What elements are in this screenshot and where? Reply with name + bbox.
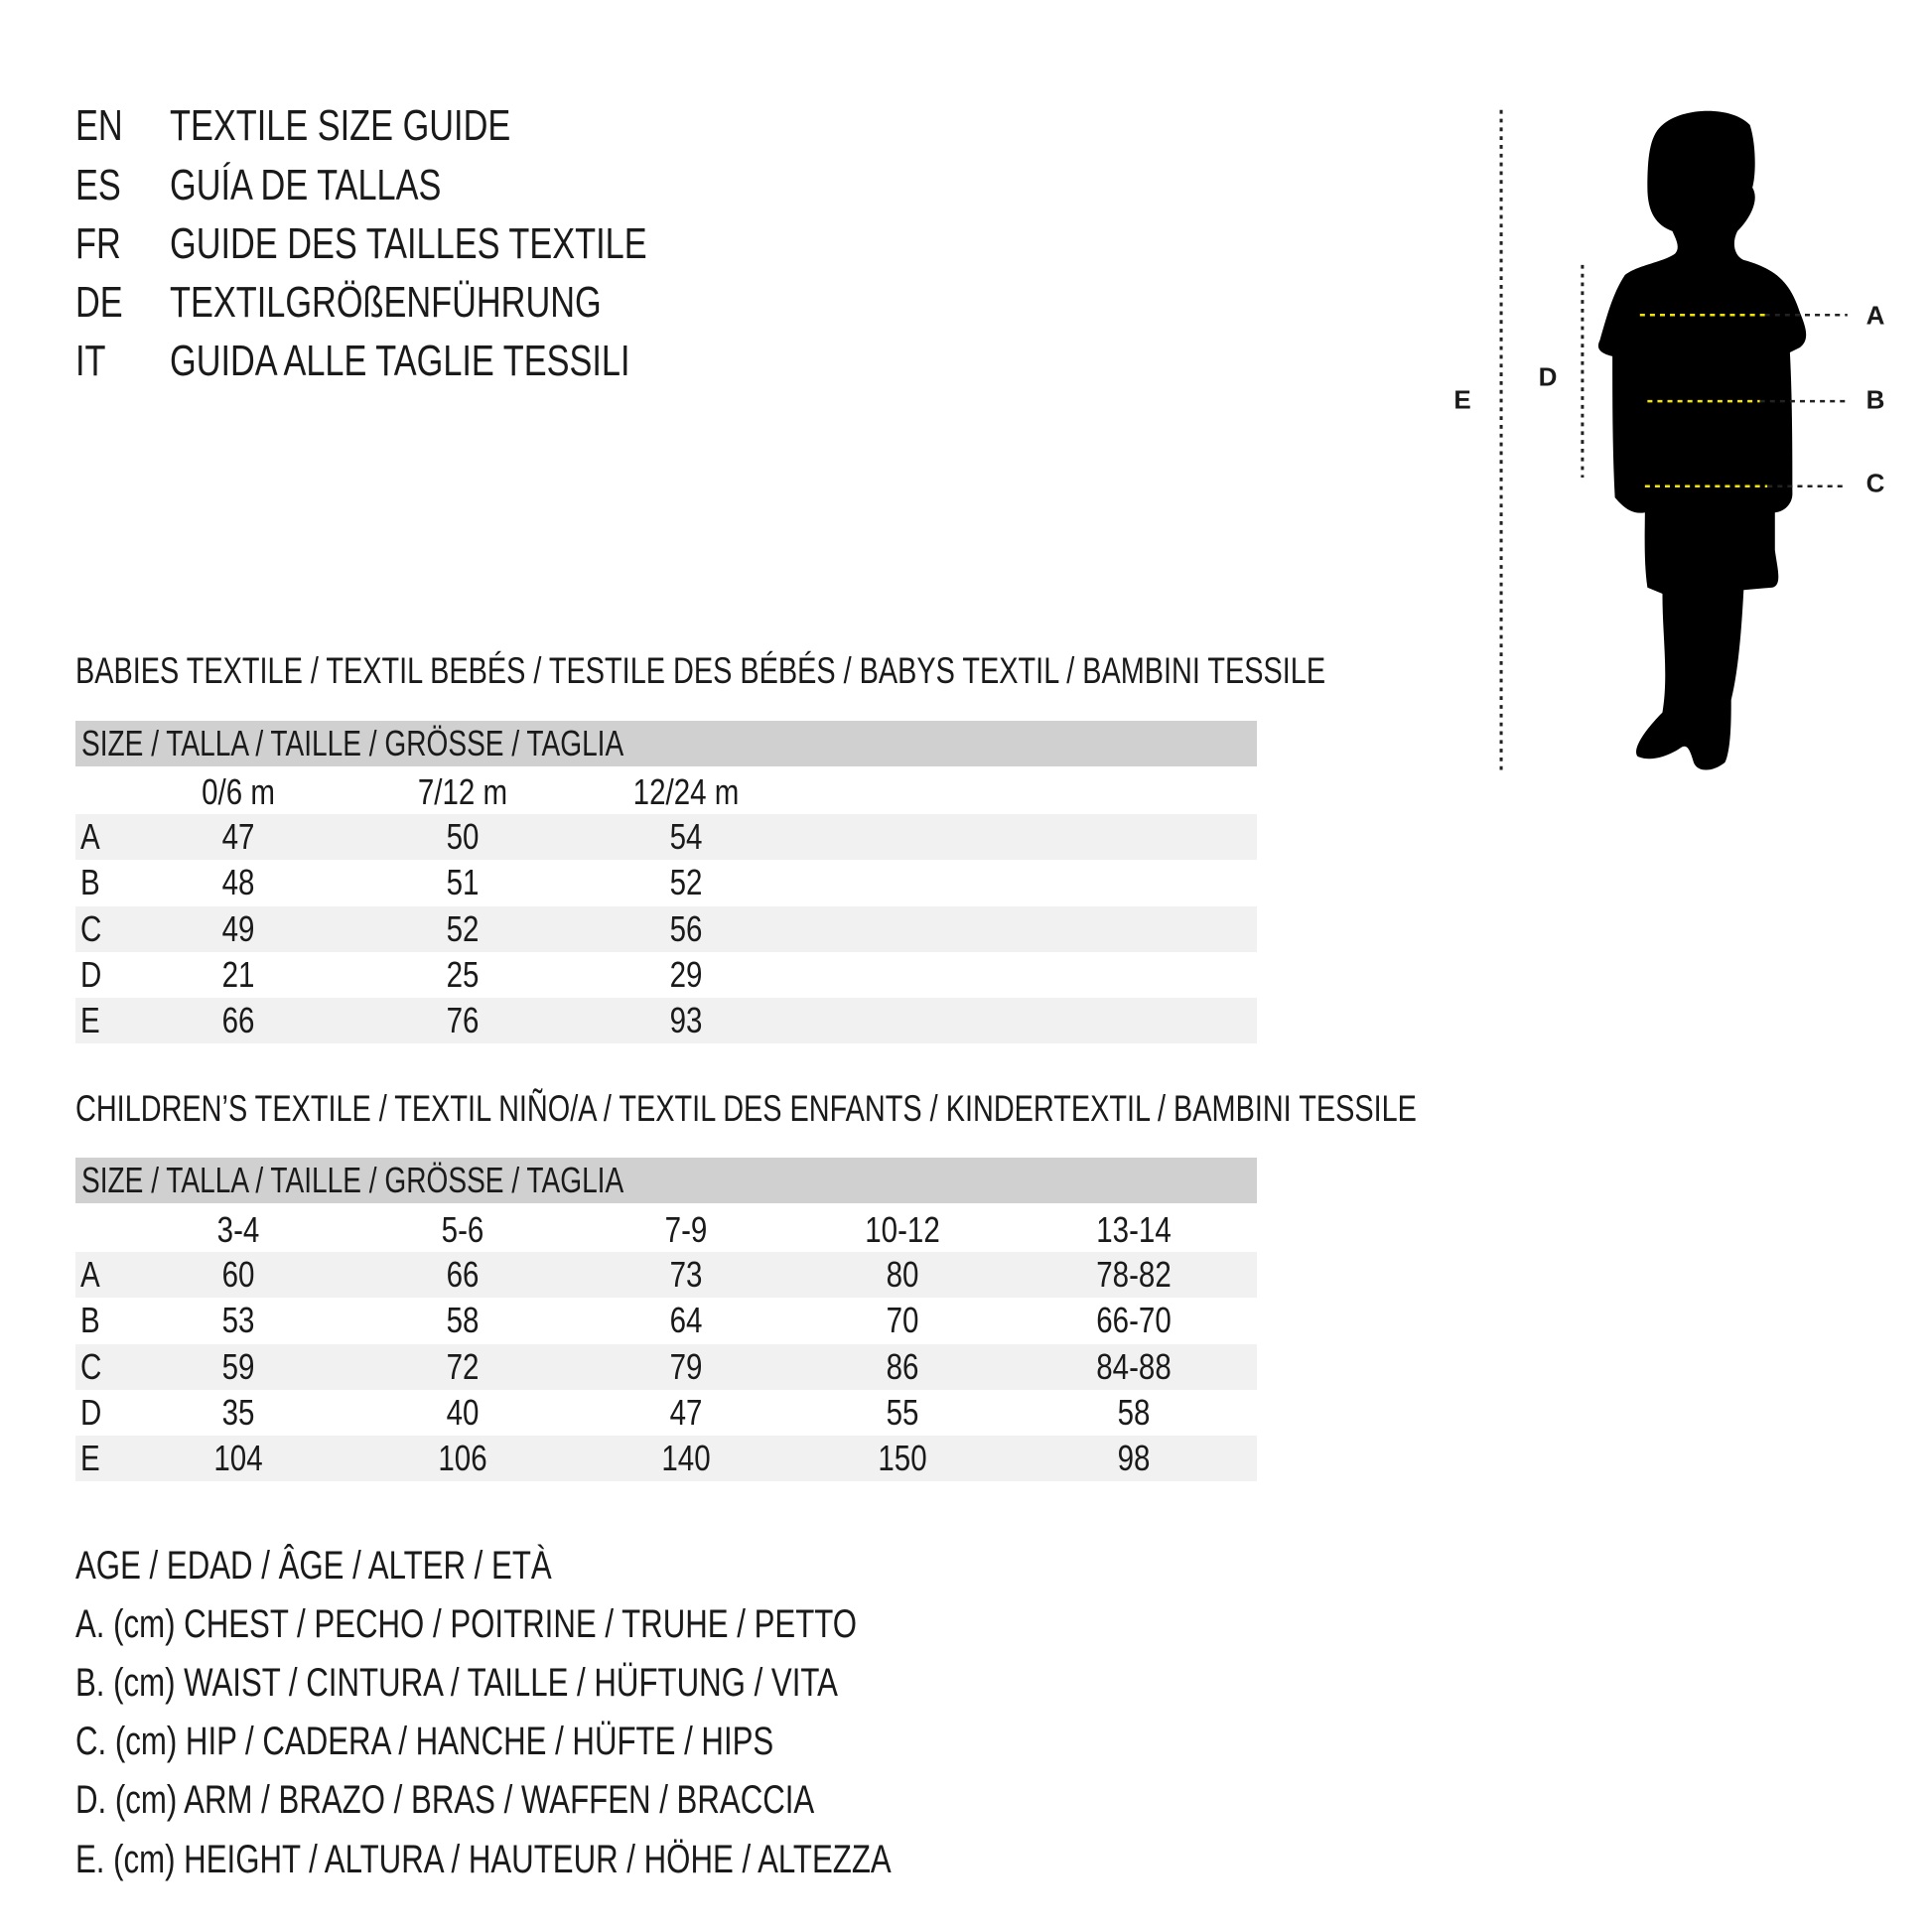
table-cell: 55 bbox=[886, 1391, 919, 1433]
column-header: 3-4 bbox=[216, 1209, 260, 1250]
row-label: C bbox=[80, 907, 102, 949]
column-header: 7/12 m bbox=[417, 771, 508, 812]
language-code: FR bbox=[75, 219, 121, 268]
row-shading bbox=[75, 905, 1257, 952]
table-cell: 50 bbox=[446, 816, 480, 857]
guide-title: GUIDA ALLE TAGLIE TESSILI bbox=[170, 337, 630, 385]
language-code: ES bbox=[75, 161, 121, 209]
table-cell: 84-88 bbox=[1096, 1345, 1172, 1387]
table-cell: 58 bbox=[1117, 1391, 1151, 1433]
label-a: A bbox=[1865, 300, 1885, 331]
table-cell: 150 bbox=[878, 1438, 927, 1479]
row-shading bbox=[75, 1436, 1257, 1482]
column-header: 5-6 bbox=[441, 1209, 484, 1250]
row-label: A bbox=[80, 1254, 100, 1295]
table-cell: 35 bbox=[221, 1391, 255, 1433]
column-header: 12/24 m bbox=[632, 771, 740, 812]
language-code: EN bbox=[75, 101, 123, 150]
table-cell: 56 bbox=[669, 907, 703, 949]
table-cell: 79 bbox=[669, 1345, 703, 1387]
table-cell: 59 bbox=[221, 1345, 255, 1387]
table-cell: 66 bbox=[446, 1254, 480, 1295]
column-header: 0/6 m bbox=[202, 771, 275, 812]
row-label: B bbox=[80, 1300, 100, 1341]
row-label: C bbox=[80, 1345, 102, 1387]
table-cell: 52 bbox=[446, 907, 480, 949]
guide-title: GUIDE DES TAILLES TEXTILE bbox=[170, 219, 647, 268]
table-cell: 40 bbox=[446, 1391, 480, 1433]
table-cell: 93 bbox=[669, 1000, 703, 1041]
table-cell: 104 bbox=[213, 1438, 263, 1479]
label-c: C bbox=[1865, 468, 1885, 498]
child-silhouette-icon bbox=[1597, 110, 1807, 770]
table-cell: 73 bbox=[669, 1254, 703, 1295]
table-cell: 66 bbox=[221, 1000, 255, 1041]
legend-item: B. (cm) WAIST / CINTURA / TAILLE / HÜFTU… bbox=[75, 1661, 838, 1705]
label-b: B bbox=[1865, 384, 1885, 415]
table-cell: 98 bbox=[1117, 1438, 1151, 1479]
row-label: D bbox=[80, 1391, 102, 1433]
table-cell: 80 bbox=[886, 1254, 919, 1295]
table-cell: 64 bbox=[669, 1300, 703, 1341]
babies-heading: BABIES TEXTILE / TEXTIL BEBÉS / TESTILE … bbox=[75, 650, 1326, 691]
table-cell: 66-70 bbox=[1096, 1300, 1172, 1341]
table-cell: 86 bbox=[886, 1345, 919, 1387]
guide-title: GUÍA DE TALLAS bbox=[170, 161, 442, 209]
row-label: B bbox=[80, 862, 100, 903]
table-cell: 72 bbox=[446, 1345, 480, 1387]
table-cell: 29 bbox=[669, 953, 703, 995]
guide-title: TEXTILE SIZE GUIDE bbox=[170, 101, 511, 150]
table-cell: 47 bbox=[221, 816, 255, 857]
legend-item: A. (cm) CHEST / PECHO / POITRINE / TRUHE… bbox=[75, 1602, 858, 1646]
label-e: E bbox=[1453, 384, 1471, 415]
row-label: E bbox=[80, 1000, 100, 1041]
legend-item: D. (cm) ARM / BRAZO / BRAS / WAFFEN / BR… bbox=[75, 1778, 815, 1822]
row-label: E bbox=[80, 1438, 100, 1479]
table-cell: 70 bbox=[886, 1300, 919, 1341]
legend-item: C. (cm) HIP / CADERA / HANCHE / HÜFTE / … bbox=[75, 1720, 774, 1763]
column-header: 13-14 bbox=[1096, 1209, 1172, 1250]
table-cell: 58 bbox=[446, 1300, 480, 1341]
table-cell: 54 bbox=[669, 816, 703, 857]
label-d: D bbox=[1538, 361, 1558, 392]
table-cell: 140 bbox=[661, 1438, 711, 1479]
column-header: 10-12 bbox=[865, 1209, 940, 1250]
guide-title: TEXTILGRÖßENFÜHRUNG bbox=[170, 278, 602, 327]
table-cell: 47 bbox=[669, 1391, 703, 1433]
table-cell: 53 bbox=[221, 1300, 255, 1341]
table-cell: 48 bbox=[221, 862, 255, 903]
table-cell: 60 bbox=[221, 1254, 255, 1295]
babies-size-header: SIZE / TALLA / TAILLE / GRÖSSE / TAGLIA bbox=[75, 721, 1257, 766]
table-cell: 49 bbox=[221, 907, 255, 949]
table-cell: 51 bbox=[446, 862, 480, 903]
column-header: 7-9 bbox=[664, 1209, 708, 1250]
row-label: A bbox=[80, 816, 100, 857]
legend-item: E. (cm) HEIGHT / ALTURA / HAUTEUR / HÖHE… bbox=[75, 1838, 892, 1881]
language-code: IT bbox=[75, 337, 106, 385]
table-cell: 76 bbox=[446, 1000, 480, 1041]
row-shading bbox=[75, 1252, 1257, 1298]
language-code: DE bbox=[75, 278, 123, 327]
legend-item: AGE / EDAD / ÂGE / ALTER / ETÀ bbox=[75, 1544, 552, 1587]
row-label: D bbox=[80, 953, 102, 995]
children-size-header: SIZE / TALLA / TAILLE / GRÖSSE / TAGLIA bbox=[75, 1158, 1257, 1203]
table-cell: 21 bbox=[221, 953, 255, 995]
table-cell: 106 bbox=[438, 1438, 487, 1479]
row-shading bbox=[75, 1343, 1257, 1390]
table-cell: 25 bbox=[446, 953, 480, 995]
row-shading bbox=[75, 814, 1257, 860]
table-cell: 52 bbox=[669, 862, 703, 903]
table-cell: 78-82 bbox=[1096, 1254, 1172, 1295]
children-heading: CHILDREN’S TEXTILE / TEXTIL NIÑO/A / TEX… bbox=[75, 1088, 1417, 1129]
row-shading bbox=[75, 998, 1257, 1044]
